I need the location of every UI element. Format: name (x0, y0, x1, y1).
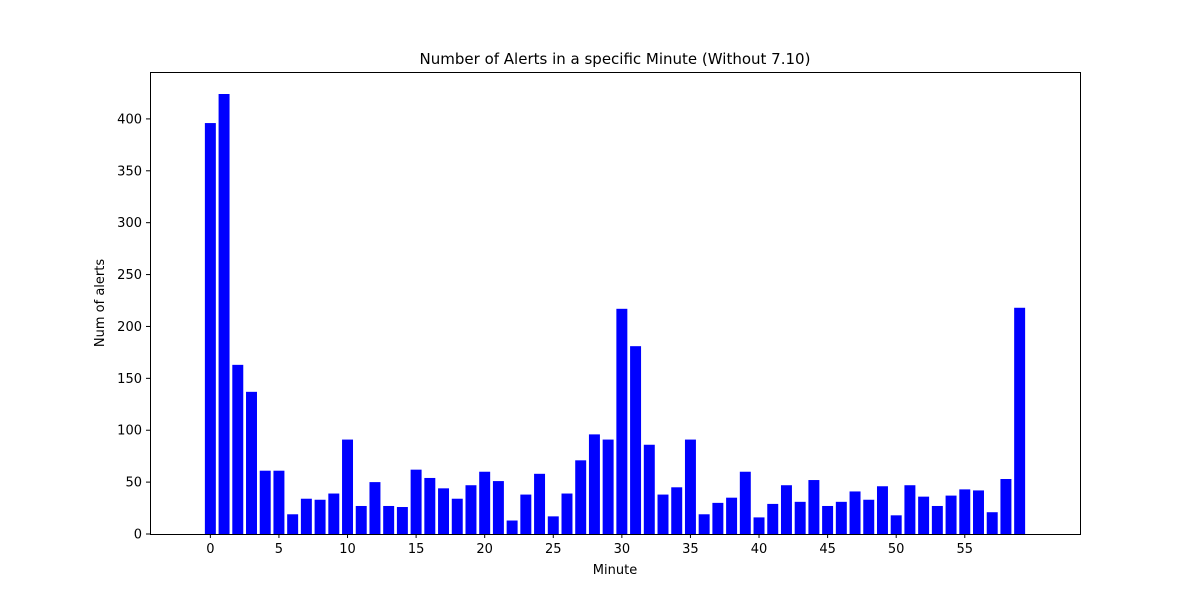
bar-minute-32 (643, 444, 655, 534)
bar-minute-10 (342, 439, 354, 534)
x-axis-label: Minute (593, 563, 637, 578)
bar-minute-5 (273, 470, 285, 534)
bar-minute-1 (218, 94, 230, 534)
bar-minute-47 (849, 491, 861, 534)
bar-minute-9 (328, 493, 340, 534)
x-tick-label: 30 (614, 542, 631, 557)
bar-minute-18 (451, 498, 463, 534)
bar-minute-13 (383, 505, 395, 534)
x-tick-label: 50 (888, 542, 905, 557)
bar-minute-44 (808, 480, 820, 534)
bar-minute-21 (492, 481, 504, 534)
y-axis-label: Num of alerts (93, 259, 108, 347)
bar-minute-38 (726, 497, 738, 534)
bar-minute-33 (657, 494, 669, 534)
x-tick-label: 0 (206, 542, 214, 557)
bar-minute-48 (863, 499, 875, 534)
bar-minute-6 (287, 514, 299, 534)
x-tick-label: 20 (476, 542, 493, 557)
bar-minute-17 (438, 488, 450, 534)
y-tick-label: 250 (117, 268, 142, 283)
x-tick-label: 15 (408, 542, 425, 557)
bar-minute-53 (931, 505, 943, 534)
bar-minute-37 (712, 502, 724, 534)
bar-minute-20 (479, 471, 491, 534)
x-tick-label: 10 (339, 542, 356, 557)
bar-minute-46 (835, 501, 847, 534)
bar-minute-28 (588, 434, 600, 534)
bar-minute-42 (780, 485, 792, 534)
bar-minute-16 (424, 477, 436, 534)
bar-minute-29 (602, 439, 614, 534)
bar-minute-49 (876, 486, 888, 534)
y-tick-label: 300 (117, 216, 142, 231)
bar-minute-31 (630, 346, 642, 534)
bar-minute-34 (671, 487, 683, 534)
bar-minute-30 (616, 308, 628, 534)
bar-minute-58 (1000, 479, 1012, 534)
bar-minute-50 (890, 515, 902, 534)
bar-minute-14 (396, 507, 408, 534)
y-tick-label: 200 (117, 320, 142, 335)
bar-minute-25 (547, 516, 559, 534)
bar-minute-55 (959, 489, 971, 534)
bar-minute-8 (314, 499, 326, 534)
bar-minute-27 (575, 460, 587, 534)
plot-area-frame (150, 72, 1081, 535)
chart-title: Number of Alerts in a specific Minute (W… (420, 50, 811, 68)
bar-minute-23 (520, 494, 532, 534)
bar-minute-11 (355, 505, 367, 534)
bar-minute-15 (410, 469, 422, 534)
bar-minute-52 (918, 496, 930, 534)
bar-minute-36 (698, 514, 710, 534)
bar-minute-35 (684, 439, 696, 534)
bar-minute-59 (1014, 307, 1026, 534)
x-tick-label: 55 (957, 542, 974, 557)
x-tick-label: 35 (682, 542, 699, 557)
bar-minute-39 (739, 471, 751, 534)
bar-minute-3 (246, 391, 257, 534)
x-tick-label: 25 (545, 542, 562, 557)
x-tick-label: 5 (275, 542, 283, 557)
y-tick-label: 350 (117, 164, 142, 179)
y-tick-label: 150 (117, 372, 142, 387)
y-tick-label: 100 (117, 424, 142, 439)
x-tick-label: 45 (819, 542, 836, 557)
bar-minute-56 (973, 490, 984, 534)
bar-minute-43 (794, 501, 806, 534)
bar-minute-19 (465, 485, 477, 534)
y-tick-label: 50 (125, 476, 142, 491)
bar-minute-54 (945, 495, 957, 534)
bar-minute-24 (534, 473, 546, 534)
bar-minute-57 (986, 512, 998, 534)
bar-minute-4 (259, 470, 271, 534)
bar-minute-26 (561, 493, 573, 534)
bar-minute-40 (753, 517, 765, 534)
bar-minute-22 (506, 520, 518, 534)
y-tick-label: 400 (117, 112, 142, 127)
bar-minute-51 (904, 485, 916, 534)
bar-minute-41 (767, 503, 779, 534)
y-tick-label: 0 (134, 528, 142, 543)
bar-minute-12 (369, 482, 381, 534)
bar-minute-0 (204, 123, 216, 534)
bar-minute-2 (232, 364, 244, 534)
bar-minute-45 (822, 505, 834, 534)
bar-minute-7 (300, 498, 312, 534)
x-tick-label: 40 (751, 542, 768, 557)
